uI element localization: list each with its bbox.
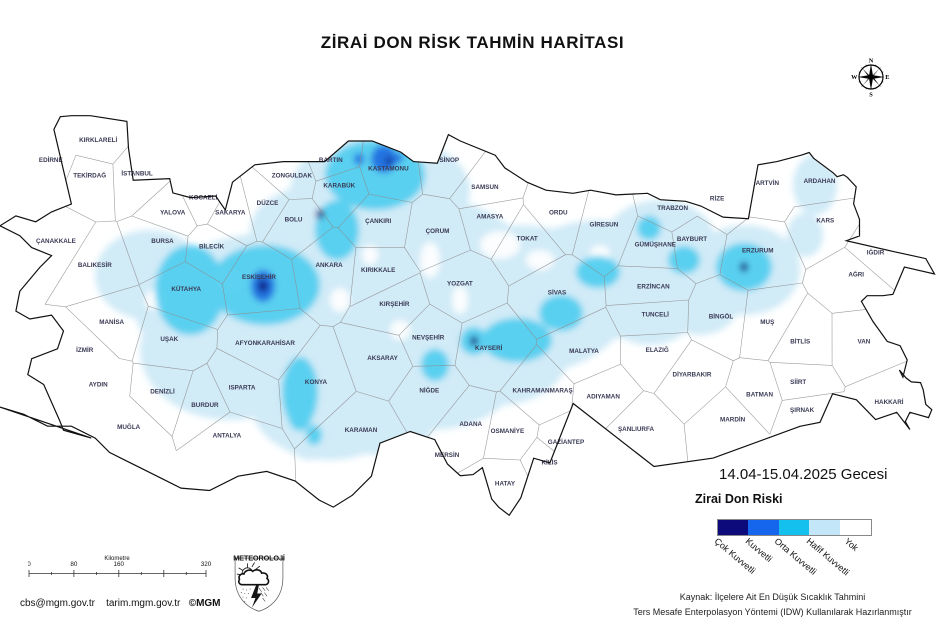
svg-text:METEOROLOJİ: METEOROLOJİ <box>233 554 285 563</box>
svg-text:KASTAMONU: KASTAMONU <box>368 166 409 173</box>
svg-text:ANKARA: ANKARA <box>315 262 343 269</box>
svg-text:SAMSUN: SAMSUN <box>471 184 499 191</box>
svg-text:AĞRI: AĞRI <box>848 270 864 279</box>
svg-text:SİİRT: SİİRT <box>790 378 806 386</box>
svg-text:DÜZCE: DÜZCE <box>257 198 279 207</box>
svg-text:ELAZIĞ: ELAZIĞ <box>646 345 669 354</box>
svg-text:BAYBURT: BAYBURT <box>677 236 707 243</box>
svg-text:VAN: VAN <box>857 339 870 346</box>
svg-text:BURDUR: BURDUR <box>191 402 219 409</box>
svg-text:EDİRNE: EDİRNE <box>39 156 63 164</box>
svg-text:MERSİN: MERSİN <box>435 451 460 459</box>
svg-text:ZONGULDAK: ZONGULDAK <box>272 172 313 179</box>
svg-text:160: 160 <box>114 561 125 568</box>
svg-text:YALOVA: YALOVA <box>160 210 186 217</box>
svg-text:GÜMÜŞHANE: GÜMÜŞHANE <box>635 240 676 249</box>
svg-text:TOKAT: TOKAT <box>517 236 538 243</box>
svg-text:ARTVİN: ARTVİN <box>756 179 780 187</box>
svg-text:KAYSERİ: KAYSERİ <box>475 344 503 352</box>
svg-text:MALATYA: MALATYA <box>569 348 599 355</box>
svg-text:KONYA: KONYA <box>305 379 328 386</box>
svg-text:AFYONKARAHİSAR: AFYONKARAHİSAR <box>235 339 295 347</box>
svg-text:AKSARAY: AKSARAY <box>367 355 398 362</box>
svg-text:AYDIN: AYDIN <box>89 382 108 389</box>
svg-text:YOZGAT: YOZGAT <box>447 281 473 288</box>
svg-text:KARS: KARS <box>816 217 834 224</box>
svg-text:NEVŞEHİR: NEVŞEHİR <box>412 334 445 342</box>
svg-text:BALIKESİR: BALIKESİR <box>78 261 112 269</box>
svg-text:KARAMAN: KARAMAN <box>345 427 378 434</box>
svg-text:KIRŞEHİR: KIRŞEHİR <box>379 300 410 308</box>
svg-text:KÜTAHYA: KÜTAHYA <box>171 284 201 293</box>
svg-text:BARTIN: BARTIN <box>319 157 343 164</box>
svg-text:BİLECİK: BİLECİK <box>199 243 225 251</box>
svg-text:320: 320 <box>201 561 212 568</box>
svg-text:SAKARYA: SAKARYA <box>215 210 246 217</box>
svg-text:ISPARTA: ISPARTA <box>229 384 256 391</box>
svg-text:MUĞLA: MUĞLA <box>117 422 141 431</box>
svg-text:GAZİANTEP: GAZİANTEP <box>548 438 584 446</box>
svg-text:BATMAN: BATMAN <box>746 391 773 398</box>
svg-text:ARDAHAN: ARDAHAN <box>804 178 836 185</box>
svg-text:TUNCELİ: TUNCELİ <box>642 310 670 318</box>
svg-text:HAKKARİ: HAKKARİ <box>874 398 903 406</box>
svg-text:GİRESUN: GİRESUN <box>590 220 619 228</box>
svg-text:BİNGÖL: BİNGÖL <box>709 311 734 320</box>
svg-text:ÇANKIRI: ÇANKIRI <box>365 218 391 225</box>
svg-text:SİNOP: SİNOP <box>439 156 459 164</box>
svg-text:KIRKLARELİ: KIRKLARELİ <box>79 136 117 144</box>
svg-text:OSMANİYE: OSMANİYE <box>491 427 525 435</box>
svg-text:ÇANAKKALE: ÇANAKKALE <box>36 238 76 245</box>
svg-text:ŞIRNAK: ŞIRNAK <box>790 407 815 414</box>
svg-text:ŞANLIURFA: ŞANLIURFA <box>618 426 654 433</box>
svg-text:RİZE: RİZE <box>710 194 724 202</box>
svg-text:BURSA: BURSA <box>151 238 174 245</box>
svg-text:İSTANBUL: İSTANBUL <box>121 169 153 177</box>
svg-text:ERZİNCAN: ERZİNCAN <box>637 282 670 290</box>
svg-text:ESKİŞEHİR: ESKİŞEHİR <box>242 273 276 281</box>
svg-text:KAHRAMANMARAŞ: KAHRAMANMARAŞ <box>513 387 573 394</box>
svg-text:80: 80 <box>70 561 78 568</box>
svg-text:KIRIKKALE: KIRIKKALE <box>361 267 395 274</box>
svg-text:DENİZLİ: DENİZLİ <box>150 388 175 396</box>
svg-text:KARABÜK: KARABÜK <box>323 181 355 190</box>
svg-text:ORDU: ORDU <box>549 210 568 217</box>
svg-text:SİVAS: SİVAS <box>548 289 566 297</box>
svg-text:TRABZON: TRABZON <box>657 205 688 212</box>
svg-text:BOLU: BOLU <box>285 216 303 223</box>
svg-text:TEKİRDAĞ: TEKİRDAĞ <box>73 170 106 179</box>
svg-text:İZMİR: İZMİR <box>76 346 94 354</box>
svg-text:DİYARBAKIR: DİYARBAKIR <box>673 370 712 378</box>
svg-text:0: 0 <box>28 561 31 568</box>
svg-text:MUŞ: MUŞ <box>760 319 774 326</box>
svg-text:ADANA: ADANA <box>459 421 482 428</box>
svg-text:NİĞDE: NİĞDE <box>419 385 439 394</box>
svg-text:AMASYA: AMASYA <box>477 214 504 221</box>
svg-text:ADIYAMAN: ADIYAMAN <box>587 393 621 400</box>
svg-text:ERZURUM: ERZURUM <box>742 248 773 255</box>
svg-text:HATAY: HATAY <box>495 481 516 488</box>
svg-text:BİTLİS: BİTLİS <box>790 338 810 346</box>
svg-text:ANTALYA: ANTALYA <box>213 433 242 440</box>
svg-text:ÇORUM: ÇORUM <box>426 228 450 235</box>
svg-text:MANİSA: MANİSA <box>99 318 124 326</box>
svg-text:UŞAK: UŞAK <box>160 336 178 343</box>
svg-text:MARDİN: MARDİN <box>720 415 746 423</box>
